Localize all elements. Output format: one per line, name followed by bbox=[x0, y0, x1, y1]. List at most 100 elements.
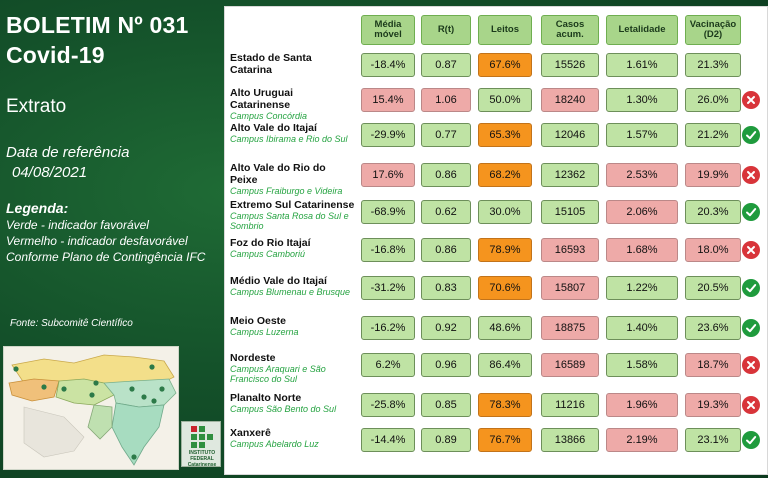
casos-acum-cell: 15807 bbox=[541, 276, 599, 300]
table-row: Alto Vale do Itajaí Campus Ibirama e Rio … bbox=[225, 117, 767, 155]
region-name: Extremo Sul Catarinense bbox=[230, 199, 355, 211]
campus-name: Campus São Bento do Sul bbox=[230, 404, 337, 414]
casos-acum-cell: 16589 bbox=[541, 353, 599, 377]
logo-text-2: FEDERAL bbox=[190, 456, 214, 462]
table-row: Médio Vale do Itajaí Campus Blumenau e Br… bbox=[225, 270, 767, 308]
bulletin-number: BOLETIM Nº 031 bbox=[6, 12, 189, 38]
rt-cell: 0.87 bbox=[421, 53, 471, 77]
region-name: Alto Vale do Itajaí bbox=[230, 122, 317, 134]
region-name: Meio Oeste bbox=[230, 315, 287, 327]
media-movel-cell: -31.2% bbox=[361, 276, 415, 300]
table-row: Alto Vale do Rio do Peixe Campus Fraiburg… bbox=[225, 157, 767, 196]
institute-logo: INSTITUTO FEDERAL Catarinense bbox=[181, 421, 221, 468]
leitos-cell: 30.0% bbox=[478, 200, 532, 224]
legend-green: Verde - indicador favorável bbox=[6, 218, 149, 232]
region-name-block: Médio Vale do Itajaí Campus Blumenau e Br… bbox=[230, 275, 356, 297]
vacinacao-cell: 21.2% bbox=[685, 123, 741, 147]
media-movel-cell: 15.4% bbox=[361, 88, 415, 112]
leitos-cell: 67.6% bbox=[478, 53, 532, 77]
region-name: Estado de Santa Catarina bbox=[230, 52, 312, 76]
vacinacao-cell: 19.9% bbox=[685, 163, 741, 187]
letalidade-cell: 1.57% bbox=[606, 123, 678, 147]
cross-icon bbox=[742, 241, 760, 259]
region-name-block: Foz do Rio Itajaí Campus Camboriú bbox=[230, 237, 356, 259]
region-name-block: Alto Uruguai Catarinense Campus Concórdia bbox=[230, 87, 356, 121]
leitos-cell: 48.6% bbox=[478, 316, 532, 340]
letalidade-cell: 1.40% bbox=[606, 316, 678, 340]
header-casos-acum: Casos acum. bbox=[541, 15, 599, 45]
reference-date: Data de referência 04/08/2021 bbox=[6, 143, 129, 183]
rt-cell: 0.89 bbox=[421, 428, 471, 452]
leitos-cell: 70.6% bbox=[478, 276, 532, 300]
page-subtitle: Extrato bbox=[6, 96, 67, 117]
table-row: Meio Oeste Campus Luzerna -16.2% 0.92 48.6% 1… bbox=[225, 310, 767, 348]
rt-cell: 0.86 bbox=[421, 163, 471, 187]
bulletin-topic: Covid-19 bbox=[6, 42, 105, 68]
region-map bbox=[3, 346, 179, 470]
region-name-block: Alto Vale do Rio do Peixe Campus Fraiburg… bbox=[230, 162, 356, 196]
leitos-cell: 78.9% bbox=[478, 238, 532, 262]
cross-icon bbox=[742, 396, 760, 414]
leitos-cell: 76.7% bbox=[478, 428, 532, 452]
letalidade-cell: 1.30% bbox=[606, 88, 678, 112]
letalidade-cell: 1.58% bbox=[606, 353, 678, 377]
leitos-cell: 68.2% bbox=[478, 163, 532, 187]
leitos-cell: 65.3% bbox=[478, 123, 532, 147]
region-name: Alto Uruguai Catarinense bbox=[230, 87, 293, 111]
letalidade-cell: 1.22% bbox=[606, 276, 678, 300]
cross-icon bbox=[742, 166, 760, 184]
legend-heading: Legenda: bbox=[6, 200, 69, 216]
letalidade-cell: 1.61% bbox=[606, 53, 678, 77]
header-vacinacao: Vacinação (D2) bbox=[685, 15, 741, 45]
vacinacao-cell: 26.0% bbox=[685, 88, 741, 112]
media-movel-cell: 6.2% bbox=[361, 353, 415, 377]
rt-cell: 0.77 bbox=[421, 123, 471, 147]
left-info-panel: BOLETIM Nº 031 Covid-19 Extrato Data de … bbox=[0, 0, 222, 478]
legend: Legenda: Verde - indicador favorável Ver… bbox=[6, 200, 205, 265]
region-name: Alto Vale do Rio do Peixe bbox=[230, 162, 326, 186]
vacinacao-cell: 20.5% bbox=[685, 276, 741, 300]
casos-acum-cell: 11216 bbox=[541, 393, 599, 417]
region-name-block: Alto Vale do Itajaí Campus Ibirama e Rio … bbox=[230, 122, 356, 144]
rt-cell: 0.85 bbox=[421, 393, 471, 417]
header-rt: R(t) bbox=[421, 15, 471, 45]
rt-cell: 0.62 bbox=[421, 200, 471, 224]
region-name-block: Estado de Santa Catarina bbox=[230, 52, 356, 76]
casos-acum-cell: 12362 bbox=[541, 163, 599, 187]
campus-name: Campus Santa Rosa do Sul e Sombrio bbox=[230, 211, 349, 231]
bulletin-title: BOLETIM Nº 031 Covid-19 bbox=[6, 10, 188, 70]
cross-icon bbox=[742, 91, 760, 109]
leitos-cell: 86.4% bbox=[478, 353, 532, 377]
table-row: Alto Uruguai Catarinense Campus Concórdia… bbox=[225, 82, 767, 121]
casos-acum-cell: 15526 bbox=[541, 53, 599, 77]
casos-acum-cell: 18875 bbox=[541, 316, 599, 340]
casos-acum-cell: 18240 bbox=[541, 88, 599, 112]
casos-acum-cell: 16593 bbox=[541, 238, 599, 262]
checkmark-icon bbox=[742, 203, 760, 221]
source-note: Fonte: Subcomitê Científico bbox=[10, 318, 133, 329]
rt-cell: 0.86 bbox=[421, 238, 471, 262]
table-row: Nordeste Campus Araquari e São Francisco … bbox=[225, 347, 767, 385]
campus-name: Campus Fraiburgo e Videira bbox=[230, 186, 343, 196]
legend-red: Vermelho - indicador desfavorável bbox=[6, 234, 188, 248]
checkmark-icon bbox=[742, 279, 760, 297]
letalidade-cell: 1.96% bbox=[606, 393, 678, 417]
vacinacao-cell: 18.7% bbox=[685, 353, 741, 377]
campus-name: Campus Luzerna bbox=[230, 327, 299, 337]
campus-name: Campus Abelardo Luz bbox=[230, 439, 319, 449]
vacinacao-cell: 19.3% bbox=[685, 393, 741, 417]
vacinacao-cell: 20.3% bbox=[685, 200, 741, 224]
media-movel-cell: -14.4% bbox=[361, 428, 415, 452]
media-movel-cell: -29.9% bbox=[361, 123, 415, 147]
header-letalidade: Letalidade bbox=[606, 15, 678, 45]
logo-text-3: Catarinense bbox=[187, 462, 217, 468]
campus-name: Campus Concórdia bbox=[230, 111, 308, 121]
table-row: Extremo Sul Catarinense Campus Santa Rosa… bbox=[225, 194, 767, 232]
vacinacao-cell: 21.3% bbox=[685, 53, 741, 77]
reference-date-label: Data de referência bbox=[6, 144, 130, 161]
vacinacao-cell: 23.1% bbox=[685, 428, 741, 452]
media-movel-cell: -25.8% bbox=[361, 393, 415, 417]
checkmark-icon bbox=[742, 126, 760, 144]
checkmark-icon bbox=[742, 431, 760, 449]
casos-acum-cell: 12046 bbox=[541, 123, 599, 147]
